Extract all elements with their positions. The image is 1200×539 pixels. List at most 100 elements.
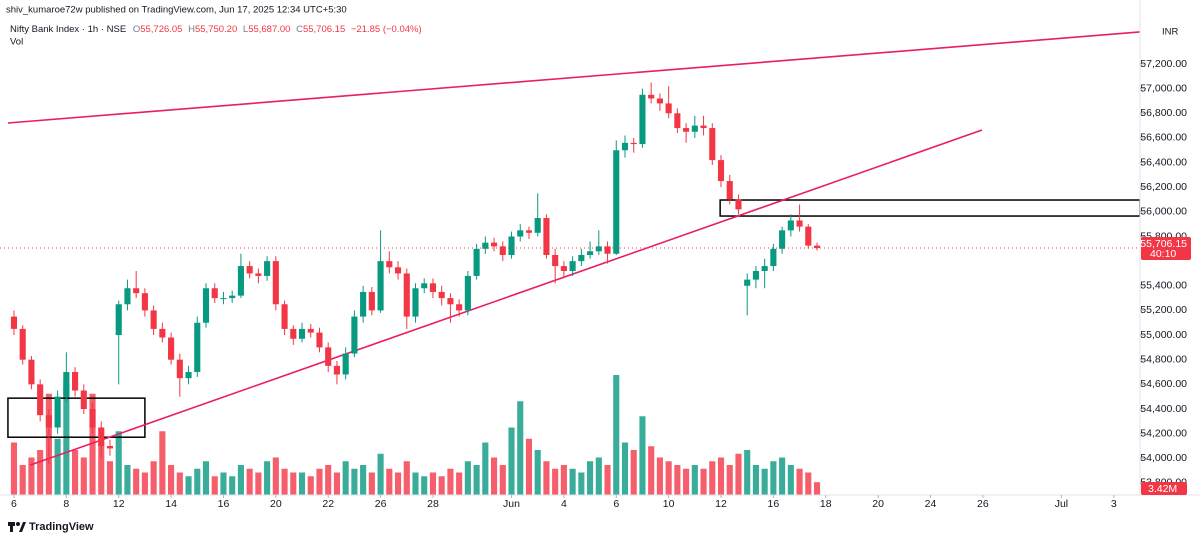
x-tick-label: Jun bbox=[503, 498, 520, 510]
x-tick-label: 8 bbox=[63, 498, 69, 510]
ohlc-key: L bbox=[243, 24, 248, 35]
candle-body bbox=[202, 288, 210, 323]
volume-bar bbox=[246, 468, 253, 495]
volume-bar bbox=[394, 472, 402, 495]
candle-body bbox=[674, 113, 681, 129]
candle-body bbox=[159, 328, 166, 338]
volume-bar bbox=[639, 416, 646, 495]
y-tick-label: 54,200.00 bbox=[1140, 427, 1187, 439]
candle-body bbox=[80, 390, 87, 409]
x-tick-label: 6 bbox=[613, 498, 619, 510]
volume-bar bbox=[464, 461, 471, 495]
candle-body bbox=[54, 396, 61, 428]
plot-area bbox=[0, 31, 1140, 495]
y-tick-label: 56,400.00 bbox=[1140, 156, 1187, 168]
volume-bar bbox=[80, 457, 87, 495]
candle-body bbox=[691, 125, 698, 132]
volume-bar bbox=[412, 472, 419, 495]
volume-bar bbox=[307, 476, 314, 495]
candle-body bbox=[72, 372, 79, 391]
candle-body bbox=[744, 279, 751, 286]
x-tick-label: 3 bbox=[1111, 498, 1117, 510]
candle-body bbox=[37, 384, 44, 416]
candle-body bbox=[796, 220, 803, 227]
candle-body bbox=[499, 246, 506, 255]
volume-bar bbox=[298, 472, 306, 495]
candle-body bbox=[229, 295, 236, 299]
volume-bar bbox=[368, 472, 375, 495]
volume-bar bbox=[403, 461, 410, 495]
candle-body bbox=[237, 266, 244, 296]
volume-bar bbox=[621, 442, 629, 495]
candle-body bbox=[403, 273, 410, 317]
volume-bar bbox=[700, 468, 707, 495]
candle-body bbox=[482, 242, 489, 249]
change: −21.85 (−0.04%) bbox=[351, 24, 422, 35]
candle-body bbox=[19, 328, 26, 360]
volume-bar bbox=[360, 465, 367, 495]
y-tick-label: 56,200.00 bbox=[1140, 181, 1187, 193]
candle-body bbox=[438, 291, 445, 299]
candle-body bbox=[534, 218, 541, 233]
candle-body bbox=[552, 254, 559, 267]
candle-body bbox=[133, 288, 140, 294]
candle-body bbox=[761, 266, 768, 271]
candle-body bbox=[281, 304, 288, 329]
candle-body bbox=[28, 359, 35, 385]
volume-bar bbox=[482, 442, 489, 495]
volume-bar bbox=[587, 461, 594, 495]
volume-bar bbox=[141, 472, 148, 495]
y-tick-label: 54,600.00 bbox=[1140, 378, 1187, 390]
volume-bar bbox=[543, 461, 550, 495]
x-tick-label: 28 bbox=[427, 498, 439, 510]
volume-bar bbox=[813, 482, 821, 495]
y-tick-label: 56,000.00 bbox=[1140, 206, 1187, 218]
volume-bar bbox=[290, 472, 297, 495]
volume-label: 3.42M bbox=[1148, 483, 1177, 495]
publisher: shiv_kumaroe72w published on TradingView… bbox=[6, 5, 347, 16]
volume-bar bbox=[735, 453, 742, 495]
volume-bar bbox=[133, 468, 140, 495]
candle-body bbox=[298, 328, 306, 339]
candle-body bbox=[124, 288, 131, 305]
candle-body bbox=[752, 270, 759, 280]
volume-bar bbox=[237, 465, 244, 495]
candle-body bbox=[360, 291, 367, 317]
volume-bar bbox=[211, 476, 218, 495]
volume-bar bbox=[10, 442, 18, 495]
candle-body bbox=[621, 142, 629, 151]
candle-body bbox=[220, 298, 227, 300]
volume-bar bbox=[473, 465, 480, 495]
volume-bar bbox=[255, 472, 262, 495]
volume-bar bbox=[674, 465, 681, 495]
candle-body bbox=[106, 445, 114, 449]
candle-body bbox=[508, 236, 515, 255]
x-tick-label: 12 bbox=[113, 498, 125, 510]
volume-bar bbox=[508, 427, 515, 495]
volume-bar bbox=[264, 461, 271, 495]
volume-bar bbox=[656, 457, 663, 495]
volume-bar bbox=[19, 465, 26, 495]
volume-bar bbox=[578, 472, 585, 495]
volume-bar bbox=[744, 450, 751, 495]
volume-bar bbox=[770, 461, 777, 495]
candle-body bbox=[630, 142, 637, 145]
x-tick-label: 12 bbox=[715, 498, 727, 510]
vol-legend: Vol bbox=[10, 37, 23, 48]
volume-bar bbox=[709, 461, 716, 495]
volume-bar bbox=[377, 453, 384, 495]
volume-bar bbox=[185, 476, 192, 495]
ohlc-key: C bbox=[296, 24, 303, 35]
candle-body bbox=[342, 353, 349, 375]
volume-bar bbox=[421, 476, 428, 495]
candle-body bbox=[578, 254, 585, 262]
candle-body bbox=[700, 125, 707, 129]
x-tick-label: 4 bbox=[561, 498, 567, 510]
volume-bar bbox=[202, 461, 210, 495]
volume-bar bbox=[54, 438, 61, 495]
candle-body bbox=[98, 427, 105, 446]
volume-bar bbox=[316, 468, 323, 495]
volume-bar bbox=[796, 468, 803, 495]
candle-body bbox=[717, 160, 725, 182]
candle-body bbox=[185, 372, 192, 379]
